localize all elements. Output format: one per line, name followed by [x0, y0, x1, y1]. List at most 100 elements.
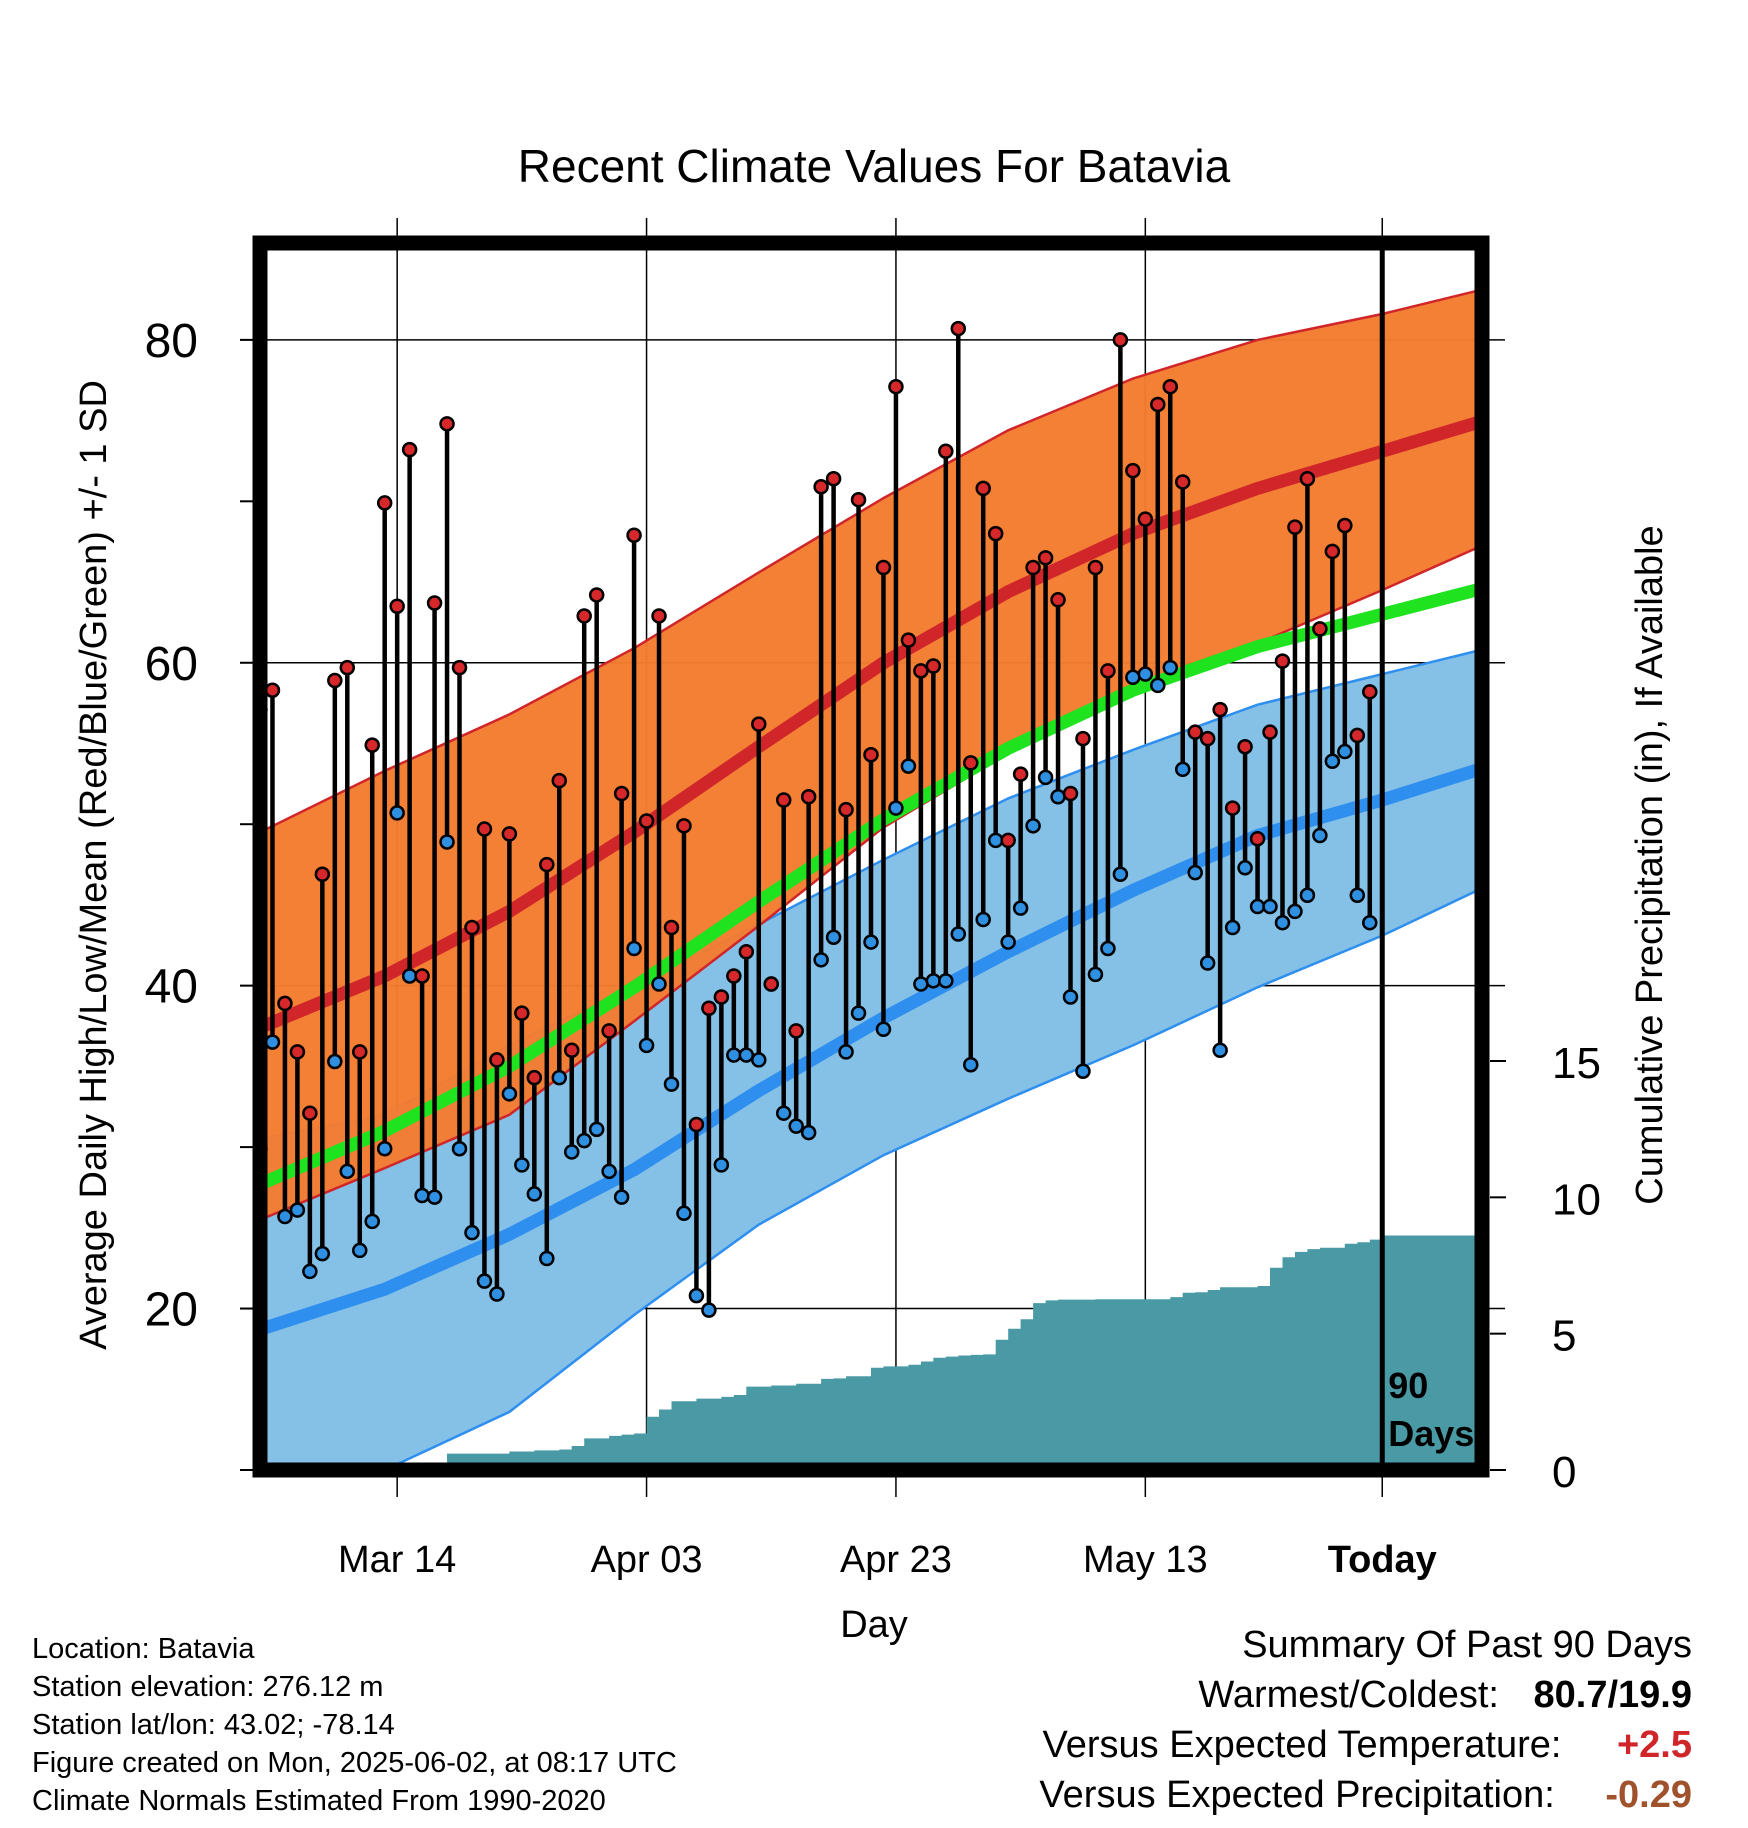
temp-label: Versus Expected Temperature:	[1042, 1724, 1562, 1766]
daily-low-point	[1150, 677, 1166, 694]
daily-high-point	[788, 1023, 804, 1039]
daily-low-point	[863, 934, 879, 950]
daily-high-point	[1312, 621, 1328, 637]
daily-low-point	[389, 805, 405, 821]
daily-low-point	[588, 1121, 605, 1138]
daily-low-point	[352, 1242, 368, 1259]
daily-low-point	[1000, 934, 1016, 950]
y-tick-label: 60	[145, 638, 198, 691]
daily-high-point	[638, 813, 655, 829]
daily-low-point	[1349, 887, 1366, 903]
created-line: Figure created on Mon, 2025-06-02, at 08…	[32, 1747, 677, 1779]
y-tick-label: 40	[145, 961, 198, 1014]
x-tick-label: Today	[1328, 1539, 1437, 1581]
daily-high-point	[1274, 653, 1291, 669]
daily-low-point	[414, 1187, 430, 1204]
low-lower-line	[260, 886, 1482, 1470]
daily-high-point	[987, 525, 1004, 542]
daily-high-point	[838, 801, 854, 818]
daily-high-point	[1324, 543, 1341, 560]
daily-low-point	[838, 1044, 854, 1060]
daily-low-point	[376, 1140, 393, 1157]
daily-low-point	[327, 1053, 343, 1070]
daily-low-point	[401, 968, 418, 984]
daily-high-point	[1137, 511, 1154, 527]
daily-low-point	[464, 1224, 480, 1241]
daily-high-point	[863, 747, 879, 763]
plot-frame	[252, 235, 1490, 1478]
daily-high-point	[1087, 559, 1104, 576]
daily-low-point	[1237, 860, 1253, 876]
precip-label: Versus Expected Precipitation:	[1039, 1774, 1555, 1816]
daily-low-point	[775, 1105, 792, 1121]
daily-low-point	[950, 926, 967, 942]
daily-high-point	[451, 659, 468, 676]
daily-high-point	[1224, 800, 1241, 816]
daily-low-point	[825, 929, 842, 945]
daily-low-point	[975, 911, 991, 928]
daily-high-point	[1199, 730, 1216, 747]
daily-low-point	[1037, 769, 1054, 786]
daily-high-point	[476, 821, 493, 837]
daily-low-point	[1362, 914, 1378, 931]
warmest-coldest-label: Warmest/Coldest:	[1198, 1674, 1499, 1716]
daily-high-point	[813, 479, 829, 495]
daily-low-point	[339, 1163, 356, 1180]
daily-high-point	[426, 595, 443, 611]
daily-low-point	[576, 1132, 592, 1149]
daily-high-point	[514, 1005, 530, 1021]
daily-low-point	[987, 832, 1004, 849]
high-upper-line	[260, 288, 1482, 834]
daily-high-point	[800, 789, 817, 805]
daily-high-point	[526, 1069, 543, 1086]
daily-low-point	[526, 1186, 543, 1202]
elevation-line: Station elevation: 276.12 m	[32, 1671, 384, 1703]
daily-low-point	[1062, 989, 1079, 1005]
daily-high-point	[1050, 592, 1066, 608]
daily-high-point	[950, 320, 967, 337]
daily-low-point	[1212, 1042, 1228, 1058]
daily-high-point	[1362, 684, 1378, 700]
daily-high-point	[850, 491, 867, 508]
daily-low-point	[1312, 827, 1328, 844]
daily-low-point	[1299, 887, 1316, 903]
daily-low-point	[1075, 1063, 1091, 1079]
daily-high-point	[763, 976, 779, 992]
daily-high-point	[551, 772, 568, 789]
x-tick-label: May 13	[1083, 1539, 1208, 1581]
daily-high-point	[626, 527, 642, 543]
daily-high-point	[751, 716, 767, 732]
daily-high-point	[1349, 727, 1366, 744]
daily-high-point	[688, 1116, 705, 1133]
daily-high-point	[401, 441, 418, 458]
y-tick-label: 80	[145, 315, 198, 368]
daily-low-point	[850, 1005, 867, 1021]
daily-high-point	[726, 968, 742, 984]
daily-low-point	[1050, 789, 1066, 805]
daily-high-point	[963, 755, 979, 771]
y2-tick-label: 0	[1552, 1448, 1576, 1497]
daily-high-point	[414, 968, 430, 984]
y-tick-label: 20	[145, 1284, 198, 1337]
daily-low-point	[875, 1021, 892, 1037]
daily-high-point	[364, 737, 380, 753]
precip-area	[260, 1235, 1482, 1470]
daily-low-point	[364, 1213, 380, 1230]
daily-low-point	[938, 973, 954, 989]
summary-panel: Summary Of Past 90 Days Warmest/Coldest:…	[1039, 1620, 1692, 1820]
daily-high-point	[588, 587, 605, 603]
daily-high-point	[713, 989, 730, 1005]
low-sd-band	[260, 649, 1482, 1470]
y2-tick-label: 5	[1552, 1312, 1576, 1361]
daily-low-point	[613, 1189, 630, 1205]
x-tick-label: Apr 03	[591, 1539, 703, 1581]
daily-low-point	[1187, 864, 1203, 881]
daily-low-point	[439, 834, 455, 850]
daily-high-point	[651, 608, 667, 624]
precip-value: -0.29	[1605, 1774, 1692, 1816]
daily-low-point	[1262, 898, 1278, 915]
daily-high-point	[302, 1105, 318, 1121]
chart-title: Recent Climate Values For Batavia	[518, 140, 1231, 192]
daily-low-point	[726, 1047, 742, 1063]
daily-high-point	[663, 919, 680, 936]
